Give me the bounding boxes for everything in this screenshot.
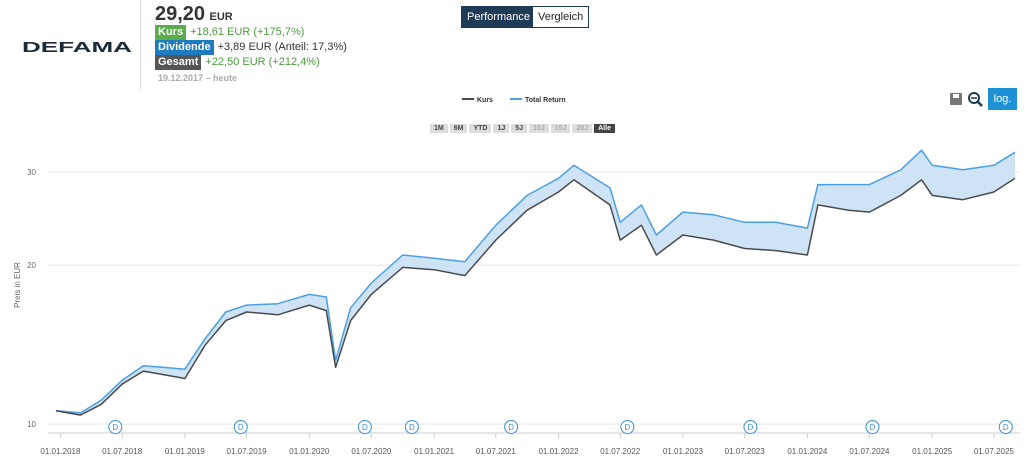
x-tick-label: 01.01.2021 <box>414 447 455 456</box>
dividend-label: D <box>508 423 514 432</box>
dividend-marker <box>865 420 880 434</box>
dividend-label: D <box>238 423 244 432</box>
zoom-icon[interactable] <box>968 92 980 104</box>
x-tick-label: 01.01.2024 <box>787 447 828 456</box>
range-button: 20J <box>572 124 593 133</box>
x-tick-label: 01.01.2022 <box>538 447 579 456</box>
dividend-marker <box>620 420 635 434</box>
dividend-marker <box>743 420 758 434</box>
x-tick-label: 01.07.2022 <box>600 447 641 456</box>
range-button[interactable]: 6M <box>449 124 468 133</box>
dividend-label: D <box>1003 423 1009 432</box>
x-tick-label: 01.07.2025 <box>974 447 1015 456</box>
range-button[interactable]: 1J <box>493 124 510 133</box>
range-button: 15J <box>550 124 571 133</box>
currency: EUR <box>209 11 233 23</box>
logo: DEFAMA <box>22 39 132 56</box>
period: 19.12.2017 – heute <box>158 73 238 83</box>
range-buttons: 1M 6M YTD 1J 5J 10J 15J 20J Alle <box>430 117 617 135</box>
row: Dividende +3,89 EUR (Anteil: 17,3%) <box>155 40 347 55</box>
x-tick-label: 01.01.2023 <box>663 447 704 456</box>
y-tick-label: 20 <box>27 261 36 270</box>
x-tick-label: 01.07.2020 <box>351 447 392 456</box>
save-icon-part <box>953 94 959 98</box>
x-tick-label: 01.01.2020 <box>289 447 330 456</box>
dividend-marker <box>998 420 1013 434</box>
dividend-marker <box>357 420 372 434</box>
legend-label: Kurs <box>477 97 493 104</box>
log-button[interactable]: log. <box>988 88 1017 110</box>
x-tick-label: 01.01.2018 <box>40 447 81 456</box>
dividend-label: D <box>409 423 415 432</box>
x-tick-label: 01.07.2019 <box>227 447 268 456</box>
range-button: 10J <box>529 124 549 133</box>
return-gap-area <box>56 150 1015 416</box>
y-tick-label: 30 <box>27 168 36 177</box>
badge: Kurs <box>155 25 187 40</box>
separator <box>140 0 141 90</box>
legend-label: Total Return <box>525 97 566 104</box>
tools <box>950 92 983 107</box>
row-value: +3,89 EUR (Anteil: 17,3%) <box>217 41 347 53</box>
range-button[interactable]: Alle <box>594 124 615 133</box>
dividend-label: D <box>870 423 876 432</box>
row-value: +18,61 EUR (+175,7%) <box>190 26 305 38</box>
y-tick-label: 10 <box>27 420 36 429</box>
range-button[interactable]: 1M <box>430 124 448 133</box>
dividend-label: D <box>624 423 630 432</box>
series-line <box>55 177 1016 416</box>
logo-text: DEFAMA <box>22 39 132 56</box>
dividend-label: D <box>362 423 368 432</box>
price-box: 29,20 EUR <box>155 3 233 26</box>
x-tick-label: 01.07.2024 <box>849 447 890 456</box>
tab[interactable]: Vergleich <box>532 6 590 28</box>
dividend-marker <box>233 420 248 434</box>
price: 29,20 <box>155 3 206 25</box>
dividend-marker <box>108 420 123 434</box>
row: Kurs +18,61 EUR (+175,7%) <box>155 25 304 40</box>
row: Gesamt +22,50 EUR (+212,4%) <box>155 55 320 70</box>
dividend-marker <box>404 420 419 434</box>
range-button[interactable]: YTD <box>469 124 492 133</box>
tab[interactable]: Performance <box>461 6 536 28</box>
x-tick-label: 01.07.2021 <box>476 447 517 456</box>
dividend-marker <box>504 420 519 434</box>
zoom-icon-part <box>976 100 983 107</box>
range-button[interactable]: 5J <box>511 124 528 133</box>
series-line <box>55 149 1016 414</box>
row-value: +22,50 EUR (+212,4%) <box>205 56 320 68</box>
y-axis-label: Preis in EUR <box>13 262 22 308</box>
badge: Gesamt <box>155 55 202 70</box>
x-tick-label: 01.01.2019 <box>165 447 206 456</box>
dividend-label: D <box>112 423 118 432</box>
x-tick-label: 01.07.2018 <box>102 447 143 456</box>
x-tick-label: 01.07.2023 <box>725 447 766 456</box>
badge: Dividende <box>155 40 214 55</box>
dividend-label: D <box>748 423 754 432</box>
x-tick-label: 01.01.2025 <box>912 447 953 456</box>
